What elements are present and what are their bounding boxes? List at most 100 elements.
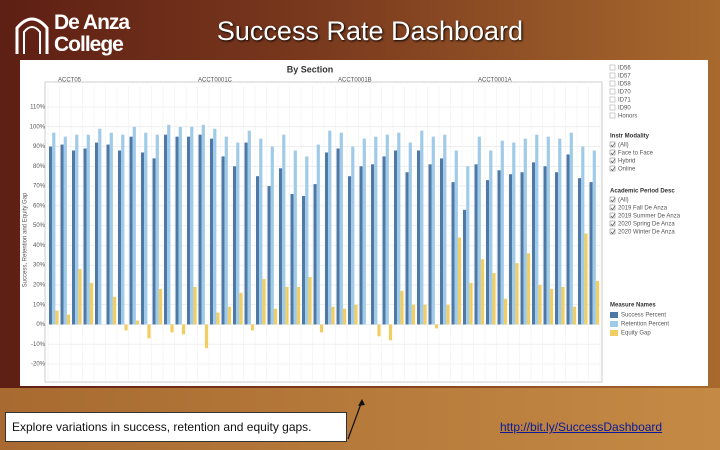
bar bbox=[532, 162, 536, 325]
y-tick-label: 60% bbox=[33, 203, 46, 209]
bar bbox=[132, 126, 136, 325]
bar bbox=[319, 324, 324, 333]
bar bbox=[428, 164, 432, 325]
checkbox bbox=[609, 165, 616, 172]
y-tick-label: 40% bbox=[33, 243, 46, 249]
list-item: ID57 bbox=[618, 74, 631, 80]
bar bbox=[443, 134, 447, 325]
bar bbox=[95, 142, 99, 325]
bar bbox=[359, 166, 363, 325]
y-tick-label: 10% bbox=[33, 302, 46, 308]
checkbox bbox=[609, 220, 616, 227]
checkbox bbox=[609, 228, 616, 235]
bar bbox=[267, 186, 271, 325]
bar bbox=[66, 314, 71, 325]
y-tick-label: -10% bbox=[31, 342, 46, 348]
bar bbox=[434, 324, 439, 329]
checkbox bbox=[609, 96, 616, 103]
bar bbox=[293, 150, 297, 325]
bar bbox=[377, 324, 381, 337]
filter-option: 2020 Winter De Anza bbox=[618, 230, 675, 236]
bar bbox=[144, 132, 148, 325]
bar bbox=[336, 148, 340, 325]
bar bbox=[282, 134, 286, 325]
filter-option: 2020 Spring De Anza bbox=[618, 222, 675, 228]
bar bbox=[566, 154, 570, 325]
bar bbox=[302, 195, 306, 325]
bar bbox=[175, 136, 179, 325]
bar bbox=[477, 136, 481, 325]
bar bbox=[454, 150, 458, 325]
bar bbox=[112, 296, 117, 325]
bar bbox=[515, 263, 519, 325]
logo-icon bbox=[15, 17, 49, 54]
slide-title: Success Rate Dashboard bbox=[216, 16, 524, 46]
bar bbox=[325, 152, 329, 325]
bar bbox=[411, 304, 416, 325]
bar bbox=[262, 278, 266, 325]
panel-label: ACCT05 bbox=[58, 78, 82, 84]
chart-title: By Section bbox=[287, 64, 334, 74]
y-tick-label: 90% bbox=[33, 144, 46, 150]
y-tick-label: 0% bbox=[36, 322, 45, 328]
bar bbox=[63, 136, 67, 325]
bar bbox=[181, 324, 186, 335]
bar bbox=[584, 233, 588, 325]
bar bbox=[259, 138, 263, 325]
bar bbox=[201, 124, 205, 325]
logo-text: De Anza bbox=[54, 11, 130, 34]
filter-option: 2019 Fall De Anza bbox=[618, 206, 668, 212]
bar bbox=[193, 286, 197, 325]
check bbox=[610, 150, 616, 155]
bar bbox=[221, 156, 225, 325]
y-tick-label: 20% bbox=[33, 283, 46, 289]
bar bbox=[382, 156, 386, 325]
bar bbox=[388, 324, 393, 341]
bar bbox=[52, 132, 56, 325]
check bbox=[610, 229, 616, 234]
bar bbox=[520, 172, 524, 325]
bar bbox=[420, 130, 424, 325]
legend-label: Success Percent bbox=[621, 313, 666, 319]
bar bbox=[535, 134, 539, 325]
bar bbox=[285, 286, 289, 325]
bar bbox=[457, 237, 462, 325]
bar bbox=[497, 170, 501, 325]
checkbox bbox=[609, 149, 616, 156]
filter-option: Hybrid bbox=[618, 159, 635, 165]
bar bbox=[49, 146, 53, 325]
checkbox bbox=[609, 104, 616, 111]
bar bbox=[408, 142, 412, 325]
bar bbox=[155, 134, 159, 325]
bar bbox=[555, 172, 559, 325]
bar bbox=[549, 288, 554, 325]
bar bbox=[466, 166, 470, 325]
y-tick-label: -20% bbox=[31, 362, 46, 368]
check bbox=[610, 213, 616, 218]
bar bbox=[290, 193, 294, 325]
bar bbox=[500, 140, 504, 325]
checkbox bbox=[609, 80, 616, 87]
bar bbox=[118, 150, 122, 325]
bar bbox=[167, 124, 171, 325]
bar bbox=[78, 269, 82, 325]
bar bbox=[164, 134, 168, 325]
bar bbox=[451, 182, 455, 325]
bar bbox=[256, 176, 260, 325]
bar bbox=[60, 144, 64, 325]
bar bbox=[224, 136, 228, 325]
bar bbox=[489, 150, 493, 325]
y-axis-label: Success, Retention and Equity Gap bbox=[23, 192, 29, 287]
bar bbox=[158, 288, 163, 325]
check bbox=[610, 158, 616, 163]
bar bbox=[270, 146, 274, 325]
checkbox bbox=[609, 204, 616, 211]
bar bbox=[83, 148, 87, 325]
panel-label: ACCT0001C bbox=[198, 78, 233, 84]
link[interactable]: http://bit.ly/SuccessDashboard bbox=[500, 420, 663, 434]
bar bbox=[469, 282, 473, 325]
y-tick-label: 100% bbox=[30, 124, 46, 130]
bar bbox=[328, 130, 332, 325]
bar bbox=[316, 144, 320, 325]
